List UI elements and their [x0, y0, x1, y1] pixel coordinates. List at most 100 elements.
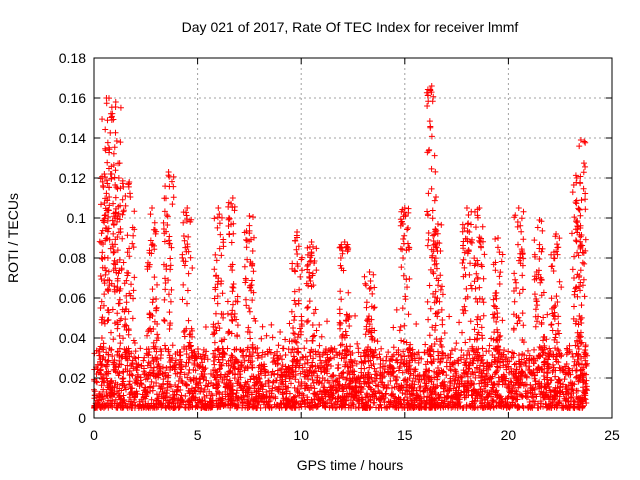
- data-point: [366, 364, 373, 371]
- data-point: [172, 357, 179, 364]
- data-point: [198, 385, 205, 392]
- data-point: [117, 104, 124, 111]
- data-point: [402, 211, 409, 218]
- data-point: [475, 369, 482, 376]
- data-point: [109, 384, 116, 391]
- data-point: [247, 258, 254, 265]
- data-point: [492, 267, 499, 274]
- data-point: [241, 263, 248, 270]
- data-point: [179, 296, 186, 303]
- data-point: [122, 192, 129, 199]
- data-point: [581, 138, 588, 145]
- data-point: [519, 286, 526, 293]
- data-point: [367, 347, 374, 354]
- y-tick-label: 0.1: [67, 210, 87, 226]
- data-point: [471, 386, 478, 393]
- data-point: [249, 262, 256, 269]
- data-point: [418, 399, 425, 406]
- data-point: [215, 382, 222, 389]
- data-point: [282, 351, 289, 358]
- data-point: [320, 364, 327, 371]
- data-point: [427, 376, 434, 383]
- data-point: [150, 339, 157, 346]
- data-point: [118, 265, 125, 272]
- data-point: [429, 268, 436, 275]
- data-point: [431, 368, 438, 375]
- data-point: [555, 313, 562, 320]
- data-point: [253, 389, 260, 396]
- data-point: [526, 352, 533, 359]
- data-point: [116, 216, 123, 223]
- data-point: [161, 342, 168, 349]
- data-point: [200, 388, 207, 395]
- data-point: [512, 276, 519, 283]
- data-point: [570, 389, 577, 396]
- data-point: [191, 387, 198, 394]
- data-point: [572, 237, 579, 244]
- data-point: [434, 295, 441, 302]
- data-point: [248, 277, 255, 284]
- data-point: [450, 373, 457, 380]
- data-point: [177, 369, 184, 376]
- data-point: [569, 189, 576, 196]
- data-point: [154, 321, 161, 328]
- data-point: [226, 329, 233, 336]
- data-point: [556, 330, 563, 337]
- data-point: [193, 381, 200, 388]
- data-point: [582, 380, 589, 387]
- data-point: [247, 335, 254, 342]
- data-point: [404, 388, 411, 395]
- data-point: [403, 276, 410, 283]
- data-point: [431, 374, 438, 381]
- data-point: [412, 368, 419, 375]
- data-point: [229, 204, 236, 211]
- data-point: [148, 396, 155, 403]
- data-point: [338, 296, 345, 303]
- data-point: [450, 385, 457, 392]
- data-point: [96, 397, 103, 404]
- data-point: [269, 334, 276, 341]
- data-point: [531, 237, 538, 244]
- data-point: [97, 273, 104, 280]
- data-point: [466, 402, 473, 409]
- data-point: [299, 368, 306, 375]
- data-point: [265, 377, 272, 384]
- data-point: [561, 363, 568, 370]
- data-point: [192, 384, 199, 391]
- data-point: [124, 362, 131, 369]
- data-point: [342, 397, 349, 404]
- data-point: [472, 285, 479, 292]
- data-point: [550, 304, 557, 311]
- data-point: [400, 348, 407, 355]
- data-point: [326, 356, 333, 363]
- y-axis-ticks: 00.020.040.060.080.10.120.140.160.18: [59, 50, 612, 426]
- data-point: [129, 315, 136, 322]
- data-point: [421, 403, 428, 410]
- data-point: [515, 403, 522, 410]
- data-point: [491, 356, 498, 363]
- data-point: [261, 361, 268, 368]
- data-point: [272, 361, 279, 368]
- data-point: [550, 267, 557, 274]
- data-point: [165, 169, 172, 175]
- data-point: [515, 314, 522, 321]
- data-point: [469, 369, 476, 376]
- data-point: [416, 404, 423, 411]
- data-point: [577, 267, 584, 274]
- data-point: [101, 171, 108, 177]
- data-point: [513, 279, 520, 286]
- data-point: [240, 347, 247, 354]
- data-point: [174, 387, 181, 394]
- data-point: [573, 361, 580, 368]
- data-point: [349, 349, 356, 356]
- data-point: [554, 251, 561, 258]
- data-point: [246, 308, 253, 315]
- data-point: [453, 384, 460, 391]
- data-point: [437, 247, 444, 254]
- data-point: [409, 383, 416, 390]
- data-point: [463, 285, 470, 292]
- data-point: [397, 359, 404, 366]
- data-point: [214, 368, 221, 375]
- data-point: [467, 238, 474, 245]
- data-point: [568, 401, 575, 408]
